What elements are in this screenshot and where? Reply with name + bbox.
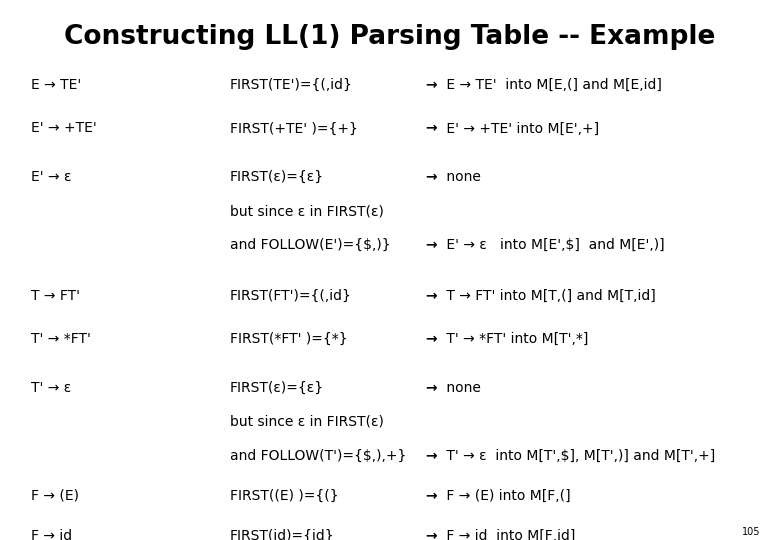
Text: FIRST(id)={id}: FIRST(id)={id} — [230, 529, 335, 540]
Text: F → (E) into M[F,(]: F → (E) into M[F,(] — [442, 489, 571, 503]
Text: →: → — [425, 332, 437, 346]
Text: →: → — [425, 170, 437, 184]
Text: Constructing LL(1) Parsing Table -- Example: Constructing LL(1) Parsing Table -- Exam… — [64, 24, 716, 50]
Text: F → id: F → id — [31, 529, 73, 540]
Text: →: → — [425, 238, 437, 252]
Text: T' → *FT' into M[T',*]: T' → *FT' into M[T',*] — [442, 332, 589, 346]
Text: and FOLLOW(E')={$,)}: and FOLLOW(E')={$,)} — [230, 238, 391, 252]
Text: F → id  into M[F,id]: F → id into M[F,id] — [442, 529, 576, 540]
Text: E → TE': E → TE' — [31, 78, 81, 92]
Text: E' → +TE': E' → +TE' — [31, 122, 97, 136]
Text: →: → — [425, 78, 437, 92]
Text: FIRST(*FT' )={*}: FIRST(*FT' )={*} — [230, 332, 348, 346]
Text: FIRST(FT')={(,id}: FIRST(FT')={(,id} — [230, 289, 352, 303]
Text: T' → *FT': T' → *FT' — [31, 332, 91, 346]
Text: FIRST(ε)={ε}: FIRST(ε)={ε} — [230, 381, 324, 395]
Text: and FOLLOW(T')={$,),+}: and FOLLOW(T')={$,),+} — [230, 449, 406, 463]
Text: none: none — [442, 170, 481, 184]
Text: →: → — [425, 122, 437, 136]
Text: but since ε in FIRST(ε): but since ε in FIRST(ε) — [230, 204, 384, 218]
Text: →: → — [425, 529, 437, 540]
Text: T → FT' into M[T,(] and M[T,id]: T → FT' into M[T,(] and M[T,id] — [442, 289, 656, 303]
Text: F → (E): F → (E) — [31, 489, 80, 503]
Text: →: → — [425, 289, 437, 303]
Text: FIRST(+TE' )={+}: FIRST(+TE' )={+} — [230, 122, 358, 136]
Text: →: → — [425, 489, 437, 503]
Text: but since ε in FIRST(ε): but since ε in FIRST(ε) — [230, 415, 384, 429]
Text: 105: 105 — [742, 527, 760, 537]
Text: none: none — [442, 381, 481, 395]
Text: E' → ε: E' → ε — [31, 170, 72, 184]
Text: T → FT': T → FT' — [31, 289, 80, 303]
Text: T' → ε: T' → ε — [31, 381, 72, 395]
Text: FIRST((E) )={(}: FIRST((E) )={(} — [230, 489, 339, 503]
Text: E' → +TE' into M[E',+]: E' → +TE' into M[E',+] — [442, 122, 599, 136]
Text: FIRST(TE')={(,id}: FIRST(TE')={(,id} — [230, 78, 353, 92]
Text: T' → ε  into M[T',$], M[T',)] and M[T',+]: T' → ε into M[T',$], M[T',)] and M[T',+] — [442, 449, 715, 463]
Text: →: → — [425, 449, 437, 463]
Text: E' → ε   into M[E',$]  and M[E',)]: E' → ε into M[E',$] and M[E',)] — [442, 238, 665, 252]
Text: E → TE'  into M[E,(] and M[E,id]: E → TE' into M[E,(] and M[E,id] — [442, 78, 662, 92]
Text: →: → — [425, 381, 437, 395]
Text: FIRST(ε)={ε}: FIRST(ε)={ε} — [230, 170, 324, 184]
